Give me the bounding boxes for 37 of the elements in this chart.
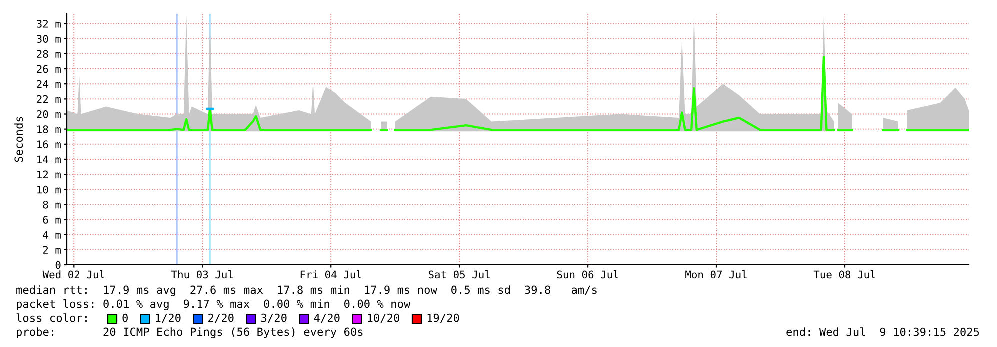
y-tick-label: 10 m	[38, 186, 61, 194]
y-tick-label: 18 m	[38, 126, 61, 134]
legend-label: 3/20	[261, 314, 287, 324]
x-tick-label: Wed 02 Jul	[42, 270, 104, 279]
y-tick-label: 24 m	[37, 80, 61, 88]
y-tick-label: 6 m	[43, 216, 61, 224]
x-tick-label: Mon 07 Jul	[686, 270, 747, 279]
y-tick-label: 2 m	[43, 246, 61, 254]
y-tick-label: 28 m	[37, 50, 61, 58]
legend-label: 4/20	[314, 314, 340, 324]
legend-label: 1/20	[156, 314, 181, 324]
legend-title: loss color:	[16, 314, 87, 322]
x-tick-label: Sun 06 Jul	[557, 270, 618, 279]
text: median rtt: 17.9 ms avg 27.6 ms max 17.8 ms min 17.9 ms now 0.5 ms sd 39.8 am/s	[16, 286, 597, 296]
text: end: Wed Jul 9 10:39:15 2025	[786, 328, 980, 336]
y-axis-title: Seconds	[14, 117, 24, 162]
y-tick-label: 26 m	[37, 65, 61, 74]
legend-label: 10/20	[368, 314, 400, 324]
y-tick-label: 30 m	[37, 35, 61, 44]
legend-label: 2/20	[208, 314, 234, 324]
x-tick-label: Sat 05 Jul	[428, 270, 490, 279]
text: probe: 20 ICMP Echo Pings (56 Bytes) every 60s	[17, 328, 363, 338]
legend-label: 19/20	[428, 314, 460, 324]
x-tick-label: Thu 03 Jul	[171, 270, 233, 279]
x-tick-label: Tue 08 Jul	[814, 270, 876, 279]
legend-label: 0	[122, 314, 128, 322]
y-tick-label: 20 m	[37, 110, 61, 118]
y-tick-label: 12 m	[38, 170, 61, 179]
x-tick-label: Fri 04 Jul	[300, 270, 362, 279]
y-tick-label: 4 m	[43, 231, 61, 239]
y-tick-label: 0	[56, 261, 61, 270]
y-tick-label: 22 m	[37, 95, 61, 104]
text: packet loss: 0.01 % avg 9.17 % max 0.00 % min 0.00 % now	[17, 300, 411, 310]
y-tick-label: 8 m	[43, 200, 61, 209]
y-tick-label: 16 m	[38, 140, 61, 149]
y-tick-label: 14 m	[38, 156, 61, 164]
y-tick-label: 32 m	[37, 20, 61, 28]
